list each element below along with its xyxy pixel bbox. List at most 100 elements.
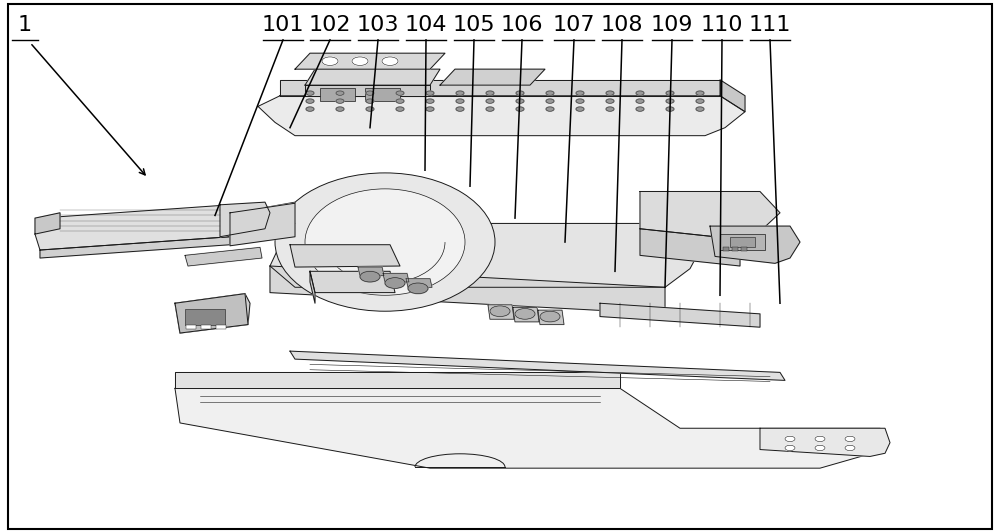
Polygon shape (270, 223, 700, 287)
Bar (723, 247, 729, 251)
Circle shape (306, 99, 314, 103)
Circle shape (322, 57, 338, 65)
Circle shape (696, 91, 704, 95)
Polygon shape (185, 247, 262, 266)
Bar (320, 88, 355, 101)
Circle shape (666, 99, 674, 103)
Circle shape (306, 107, 314, 111)
Polygon shape (220, 202, 270, 237)
Circle shape (606, 91, 614, 95)
Circle shape (696, 99, 704, 103)
Bar (216, 325, 226, 329)
Circle shape (426, 99, 434, 103)
Polygon shape (40, 237, 230, 258)
Circle shape (366, 107, 374, 111)
Text: 111: 111 (749, 15, 791, 35)
Circle shape (516, 99, 524, 103)
Circle shape (845, 445, 855, 451)
Circle shape (336, 107, 344, 111)
Circle shape (486, 107, 494, 111)
Circle shape (336, 99, 344, 103)
Text: 104: 104 (405, 15, 447, 35)
Polygon shape (310, 271, 315, 303)
Circle shape (516, 107, 524, 111)
Polygon shape (305, 85, 430, 96)
Circle shape (546, 107, 554, 111)
Text: 103: 103 (357, 15, 399, 35)
Text: 106: 106 (501, 15, 543, 35)
Text: 108: 108 (601, 15, 643, 35)
Circle shape (360, 271, 380, 282)
Polygon shape (258, 96, 745, 136)
Circle shape (666, 107, 674, 111)
Polygon shape (175, 294, 250, 333)
Polygon shape (710, 226, 800, 263)
Polygon shape (760, 428, 890, 456)
Circle shape (576, 107, 584, 111)
Circle shape (785, 436, 795, 442)
Text: 109: 109 (651, 15, 693, 35)
Circle shape (366, 91, 374, 95)
Circle shape (486, 91, 494, 95)
Circle shape (815, 436, 825, 442)
Circle shape (382, 57, 398, 65)
Polygon shape (290, 351, 785, 380)
Circle shape (456, 99, 464, 103)
Bar (185, 309, 225, 325)
Circle shape (486, 99, 494, 103)
Text: 107: 107 (553, 15, 595, 35)
Polygon shape (175, 372, 620, 388)
Circle shape (396, 99, 404, 103)
Circle shape (352, 57, 368, 65)
Polygon shape (310, 271, 395, 293)
Polygon shape (383, 273, 409, 282)
Polygon shape (640, 229, 740, 266)
Text: 110: 110 (701, 15, 743, 35)
Circle shape (815, 445, 825, 451)
Circle shape (490, 306, 510, 317)
Polygon shape (488, 305, 514, 319)
Circle shape (426, 91, 434, 95)
Polygon shape (305, 69, 440, 85)
Polygon shape (35, 205, 235, 250)
Text: 1: 1 (18, 15, 32, 35)
Bar (365, 88, 400, 101)
Bar (730, 237, 755, 247)
Text: 105: 105 (453, 15, 495, 35)
Circle shape (336, 91, 344, 95)
Polygon shape (175, 294, 248, 333)
Circle shape (426, 107, 434, 111)
Circle shape (845, 436, 855, 442)
Polygon shape (406, 279, 432, 287)
Ellipse shape (275, 173, 495, 311)
Polygon shape (295, 53, 445, 69)
Circle shape (576, 99, 584, 103)
Circle shape (696, 107, 704, 111)
Polygon shape (280, 80, 720, 96)
Circle shape (515, 309, 535, 319)
Bar (720, 234, 765, 250)
Bar (201, 325, 211, 329)
Polygon shape (538, 310, 564, 325)
Polygon shape (358, 267, 384, 276)
Circle shape (666, 91, 674, 95)
Polygon shape (175, 388, 885, 468)
Circle shape (366, 99, 374, 103)
Circle shape (546, 91, 554, 95)
Text: 101: 101 (262, 15, 304, 35)
Polygon shape (270, 266, 665, 314)
Polygon shape (640, 192, 780, 239)
Polygon shape (230, 203, 295, 246)
Text: 102: 102 (309, 15, 351, 35)
Circle shape (385, 278, 405, 288)
Circle shape (785, 445, 795, 451)
Circle shape (396, 107, 404, 111)
Circle shape (408, 283, 428, 294)
Circle shape (636, 91, 644, 95)
Circle shape (546, 99, 554, 103)
Circle shape (636, 99, 644, 103)
Bar (741, 247, 747, 251)
Circle shape (606, 107, 614, 111)
Polygon shape (720, 80, 745, 112)
Polygon shape (35, 213, 60, 234)
